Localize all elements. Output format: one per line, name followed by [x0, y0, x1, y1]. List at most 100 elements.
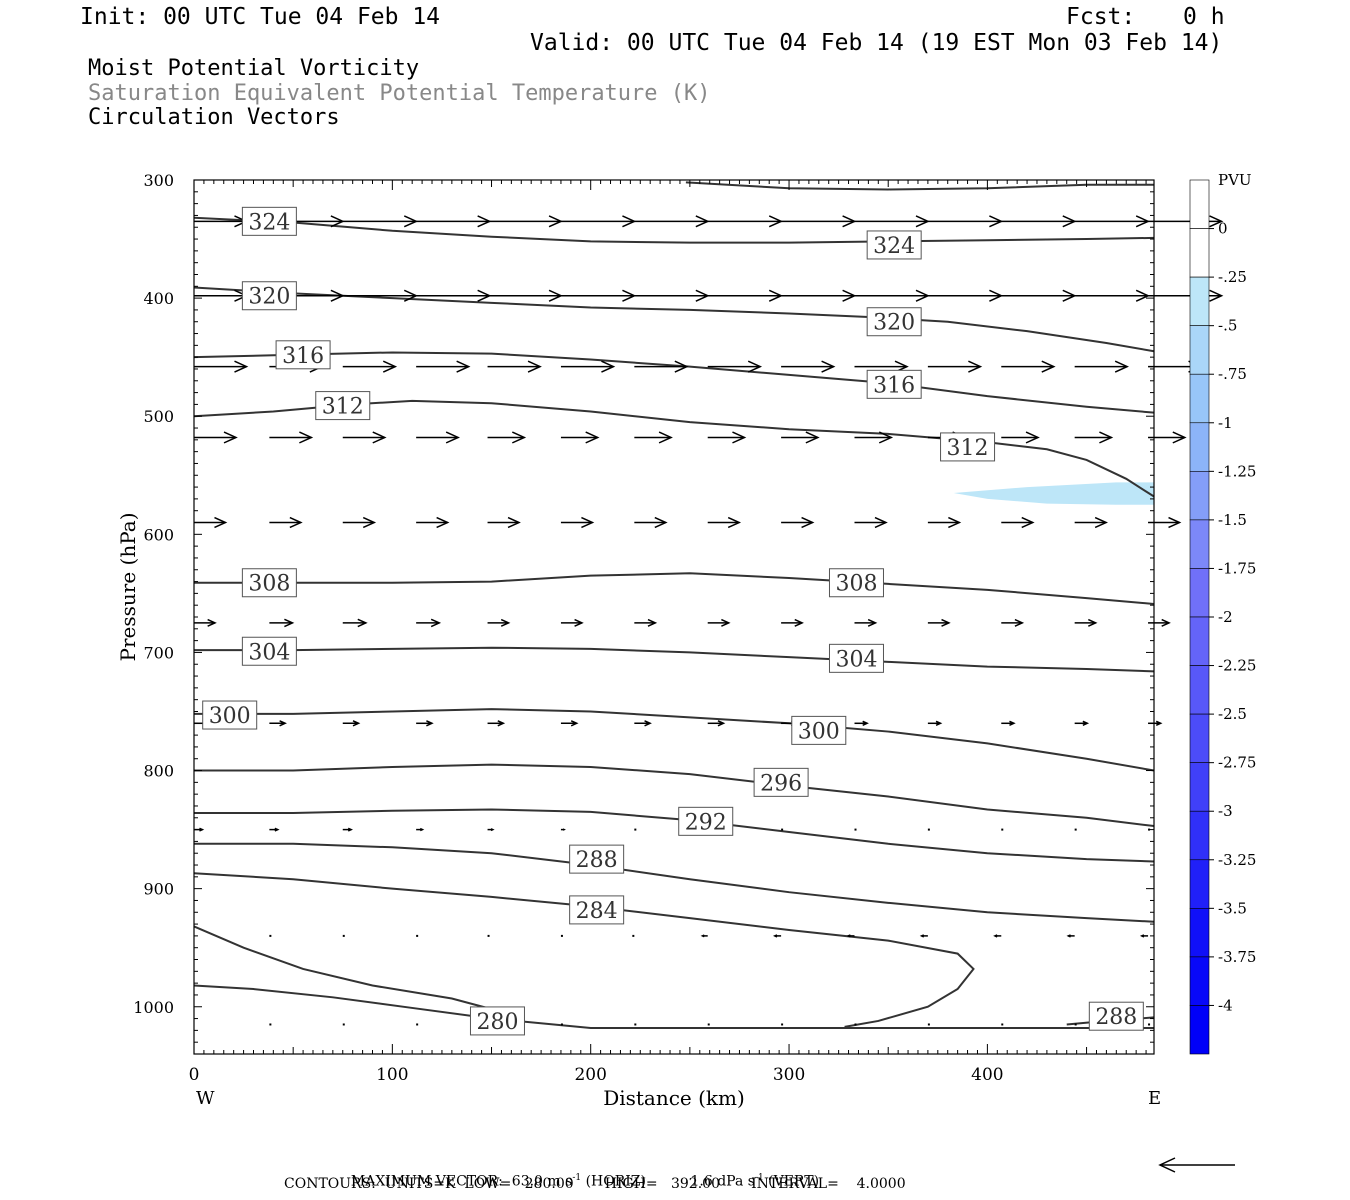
- y-tick-label: 900: [143, 880, 174, 899]
- y-tick-label: 1000: [133, 998, 174, 1017]
- contour-label: 320: [866, 307, 922, 337]
- vector-head: [570, 720, 579, 727]
- vector-arrow: [1148, 215, 1224, 228]
- vector-arrow: [269, 720, 287, 727]
- contour-label: 312: [315, 391, 371, 421]
- vector-arrow: [487, 360, 542, 373]
- vector-arrow: [560, 720, 579, 727]
- vector-arrow: [1074, 215, 1150, 228]
- vector-arrow: [854, 431, 894, 444]
- vector-arrow: [1001, 516, 1035, 529]
- vector-head: [207, 618, 217, 627]
- vector-head: [1088, 618, 1098, 627]
- contour-320: [193, 286, 1155, 353]
- colorbar-label: -4: [1218, 996, 1233, 1014]
- vector-arrow: [846, 934, 855, 938]
- west-label: W: [196, 1088, 215, 1109]
- vector-head: [1209, 289, 1224, 302]
- contour-bottom: [193, 984, 1154, 1030]
- vector-arrow: [1001, 289, 1077, 302]
- contour-label-text: 280: [476, 1010, 518, 1035]
- vector-arrow: [1001, 618, 1025, 627]
- contour-label-box: [828, 568, 884, 598]
- contour-info-text: CONTOURS: UNITS=K LOW= 280.00 HIGH= 392.…: [284, 1176, 906, 1192]
- contour-label-box: [241, 281, 297, 311]
- vector-arrow: [194, 618, 217, 627]
- contour-300: [194, 708, 1155, 772]
- vector-head: [1114, 360, 1129, 373]
- vector-arrow: [342, 431, 387, 444]
- vector-arrow: [927, 516, 962, 529]
- vector-arrow: [1148, 618, 1171, 627]
- colorbar-label: -1.5: [1218, 511, 1247, 529]
- vector-arrow: [854, 618, 878, 627]
- vector-arrow: [416, 827, 425, 832]
- colorbar-segment: [1189, 713, 1210, 763]
- vector-head: [968, 360, 983, 373]
- vector-head: [382, 360, 398, 373]
- vector-head: [644, 720, 652, 727]
- contour-labels: 324 324 320 320 316 316 312 312 308 308 304 304 300 3…: [202, 206, 1144, 1036]
- contour-label-box: [791, 715, 847, 745]
- colorbar-segment: [1189, 422, 1210, 472]
- contour-label-box: [1088, 1001, 1144, 1031]
- contour-324: [193, 216, 1155, 244]
- contour-label: 300: [791, 715, 847, 745]
- vector-arrow: [269, 431, 314, 444]
- contour-label-text: 292: [685, 810, 727, 835]
- title-line-vectors: Circulation Vectors: [88, 105, 340, 130]
- vector-head: [721, 618, 731, 627]
- vector-arrow: [634, 215, 710, 228]
- vector-arrow: [781, 289, 857, 302]
- contour-label-box: [569, 895, 625, 925]
- east-label: E: [1148, 1088, 1161, 1109]
- contour-304: [194, 646, 1155, 673]
- contour-lines: [193, 181, 1155, 1030]
- x-axis-title: Distance (km): [603, 1086, 745, 1110]
- colorbar-label: -2.25: [1218, 657, 1256, 675]
- vector-arrow: [487, 618, 511, 627]
- vector-arrow: [927, 720, 943, 726]
- contour-label-text: 300: [798, 719, 840, 744]
- vector-arrow: [416, 431, 460, 444]
- max-vector-tail: (HORIZ) 1.6 dPa s: [585, 1173, 755, 1190]
- vector-arrow: [707, 618, 731, 627]
- contour-308: [194, 572, 1155, 606]
- vector-arrow: [1074, 431, 1114, 444]
- vector-head: [445, 431, 460, 444]
- colorbar-label: -2.75: [1218, 754, 1256, 772]
- vector-head: [1025, 431, 1040, 444]
- vector-head: [372, 431, 387, 444]
- vector-head: [919, 934, 925, 938]
- vector-arrow: [781, 618, 804, 627]
- contour-label-text: 312: [322, 395, 364, 420]
- vector-head: [1021, 516, 1035, 529]
- vector-arrow: [560, 516, 595, 529]
- x-tick-label: 400: [971, 1065, 1003, 1085]
- vector-head: [935, 720, 943, 726]
- vector-arrow: [854, 516, 888, 529]
- vector-head: [1172, 431, 1187, 444]
- contour-label: 288: [1088, 1001, 1144, 1031]
- vector-arrow: [927, 215, 1004, 228]
- superscript: -1: [754, 1173, 764, 1183]
- vector-head: [1155, 720, 1163, 726]
- vector-head: [1014, 618, 1025, 627]
- vector-head: [1082, 720, 1090, 726]
- x-tick-label: 200: [574, 1065, 606, 1085]
- colorbar-label: -2.5: [1218, 705, 1247, 723]
- contour-label-text: 316: [873, 373, 915, 398]
- contour-label-box: [866, 307, 922, 337]
- vector-head: [794, 618, 804, 627]
- contour-label-text: 324: [248, 210, 290, 235]
- vector-arrow: [342, 827, 353, 832]
- vector-arrow: [1074, 720, 1090, 726]
- vector-head: [199, 827, 205, 832]
- vector-head: [357, 618, 368, 628]
- vector-arrow: [993, 934, 1002, 938]
- vector-head: [436, 516, 450, 529]
- contour-label-box: [241, 568, 297, 598]
- vector-head: [941, 618, 951, 627]
- vector-arrow: [707, 516, 742, 529]
